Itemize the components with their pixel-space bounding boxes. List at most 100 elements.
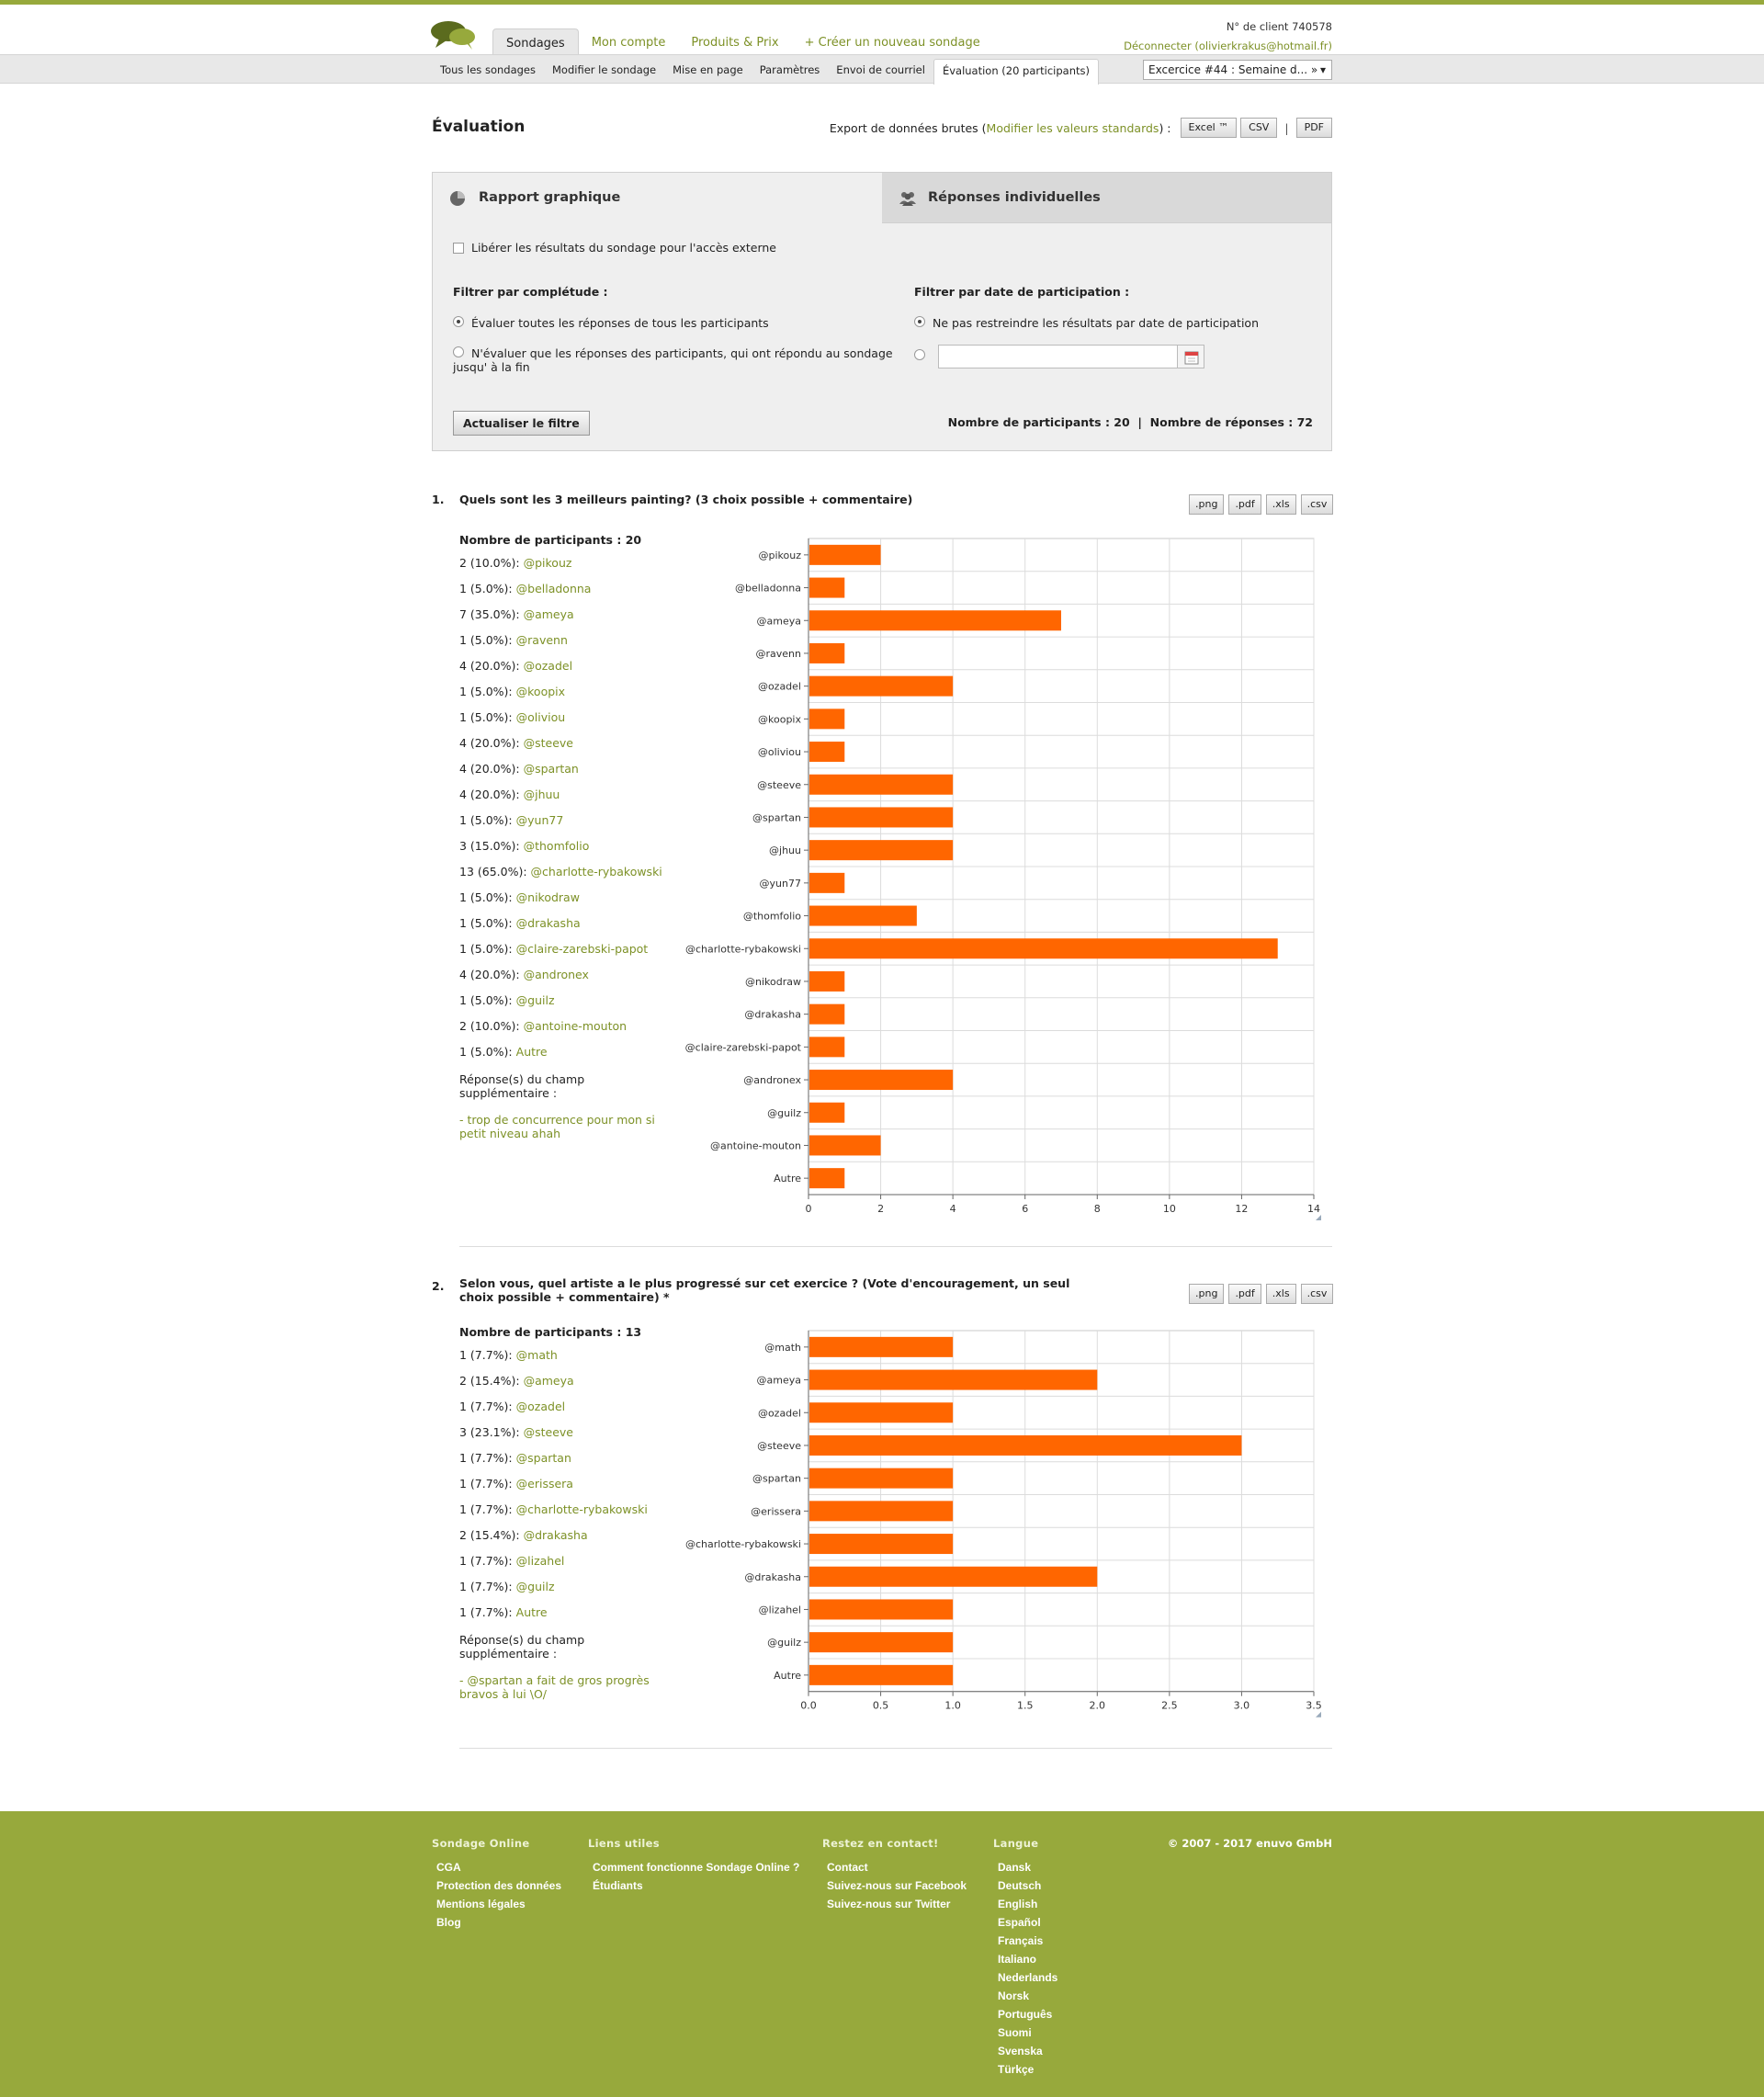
footer-link[interactable]: Blog — [436, 1916, 461, 1929]
footer-heading: Restez en contact! — [822, 1837, 939, 1850]
answer-row: 4 (20.0%): @andronex — [459, 968, 671, 993]
subtab-email[interactable]: Envoi de courriel — [836, 63, 925, 76]
download-pdf-button[interactable]: .pdf — [1228, 494, 1261, 515]
bar — [809, 905, 917, 926]
download-csv-button[interactable]: .csv — [1300, 494, 1334, 515]
download-xls-button[interactable]: .xls — [1265, 494, 1296, 515]
copyright: © 2007 - 2017 enuvo GmbH — [1167, 1837, 1332, 1850]
opt-complete-radio[interactable] — [453, 346, 464, 357]
answer-count: 1 (7.7%): — [459, 1477, 513, 1491]
subtab-edit-survey[interactable]: Modifier le sondage — [552, 63, 657, 76]
download-png-button[interactable]: .png — [1189, 494, 1225, 515]
bar — [809, 1037, 845, 1058]
opt-all-radio[interactable] — [453, 316, 464, 327]
tab-graphic-report[interactable]: Rapport graphique — [433, 173, 882, 223]
footer-link[interactable]: Contact — [827, 1861, 868, 1874]
x-tick-label: 3.5 — [1306, 1700, 1322, 1712]
answer-label: @steeve — [523, 736, 573, 750]
footer-link[interactable]: Français — [998, 1934, 1044, 1947]
answer-row: 1 (5.0%): @drakasha — [459, 916, 671, 942]
x-tick-label: 0.5 — [873, 1700, 889, 1712]
answer-row: 1 (5.0%): @guilz — [459, 993, 671, 1019]
export-csv-button[interactable]: CSV — [1240, 118, 1278, 138]
tab-products-prices[interactable]: Produits & Prix — [691, 36, 779, 50]
x-tick-label: 0.0 — [800, 1700, 817, 1712]
footer-link[interactable]: Deutsch — [998, 1879, 1042, 1892]
logo-speech-bubbles-icon[interactable] — [430, 17, 478, 51]
tab-individual-responses-label: Réponses individuelles — [928, 190, 1101, 205]
answer-count: 2 (15.4%): — [459, 1374, 520, 1388]
footer-link[interactable]: Português — [998, 2008, 1053, 2021]
footer-link[interactable]: Español — [998, 1916, 1041, 1929]
footer-link[interactable]: Suivez-nous sur Twitter — [827, 1898, 951, 1910]
footer-link[interactable]: CGA — [436, 1861, 461, 1874]
export-bar: Export de données brutes ( Modifier les … — [830, 118, 1332, 138]
x-tick-label: 12 — [1235, 1203, 1248, 1215]
tab-surveys[interactable]: Sondages — [492, 28, 579, 59]
answer-count: 4 (20.0%): — [459, 968, 520, 981]
bar — [809, 1003, 845, 1025]
survey-select[interactable]: Excercice #44 : Semaine d... » ▾ — [1143, 60, 1332, 80]
footer-link[interactable]: English — [998, 1898, 1038, 1910]
footer-link[interactable]: Svenska — [998, 2045, 1043, 2057]
answer-count: 1 (5.0%): — [459, 685, 513, 698]
divider — [459, 1748, 1332, 1749]
footer-link[interactable]: Protection des données — [436, 1879, 562, 1892]
download-png-button[interactable]: .png — [1189, 1284, 1225, 1304]
answer-row: 13 (65.0%): @charlotte-rybakowski — [459, 865, 671, 890]
tab-individual-responses[interactable]: Réponses individuelles — [882, 173, 1331, 223]
x-tick-label: 2 — [877, 1203, 884, 1215]
bar-chart-q2: 0.0 0.5 1.0 1.5 2.0 2.5 3.0 3.5 @math @ameya @ozad… — [685, 1330, 1322, 1717]
footer-link[interactable]: Norsk — [998, 1989, 1030, 2002]
export-pdf-button[interactable]: PDF — [1295, 118, 1332, 138]
bar — [809, 1434, 1242, 1456]
y-category-label: @ravenn — [756, 648, 802, 660]
tab-create-survey[interactable]: + Créer un nouveau sondage — [804, 36, 980, 50]
opt-no-date-radio[interactable] — [914, 316, 925, 327]
subtab-all-surveys[interactable]: Tous les sondages — [440, 63, 536, 76]
tab-my-account[interactable]: Mon compte — [591, 36, 666, 50]
footer-link[interactable]: Étudiants — [593, 1879, 643, 1892]
answer-count: 1 (5.0%): — [459, 710, 513, 724]
update-filter-button[interactable]: Actualiser le filtre — [453, 411, 590, 436]
x-tick-label: 3.0 — [1234, 1700, 1250, 1712]
footer-link[interactable]: Dansk — [998, 1861, 1032, 1874]
subtab-settings[interactable]: Paramètres — [759, 63, 820, 76]
download-pdf-button[interactable]: .pdf — [1228, 1284, 1261, 1304]
footer-link[interactable]: Suomi — [998, 2026, 1032, 2039]
opt-date-range-radio[interactable] — [914, 349, 925, 360]
extra-field-heading: Réponse(s) du champ supplémentaire : — [459, 1633, 585, 1661]
release-results-checkbox[interactable] — [453, 242, 464, 254]
footer-link[interactable]: Italiano — [998, 1953, 1037, 1966]
answer-label: @math — [515, 1348, 558, 1362]
calendar-button[interactable] — [1177, 345, 1204, 368]
logout-link[interactable]: Déconnecter (olivierkrakus@hotmail.fr) — [1124, 40, 1332, 52]
question-stats: Nombre de participants : 20 2 (10.0%): @p… — [459, 533, 671, 1140]
subtab-layout[interactable]: Mise en page — [673, 63, 743, 76]
answer-label: @charlotte-rybakowski — [515, 1502, 648, 1516]
subtab-evaluation[interactable]: Évaluation (20 participants) — [933, 59, 1099, 85]
x-tick-label: 1.5 — [1017, 1700, 1034, 1712]
bar — [809, 544, 881, 565]
footer-link[interactable]: Suivez-nous sur Facebook — [827, 1879, 967, 1892]
x-tick-label: 2.0 — [1090, 1700, 1106, 1712]
y-category-label: @spartan — [752, 1473, 801, 1485]
question-title: Quels sont les 3 meilleurs painting? (3 … — [459, 493, 913, 506]
footer-link[interactable]: Türkçe — [998, 2063, 1035, 2076]
download-xls-button[interactable]: .xls — [1265, 1284, 1296, 1304]
opt-no-date-label: Ne pas restreindre les résultats par dat… — [933, 316, 1259, 330]
date-range-input[interactable] — [938, 345, 1179, 368]
sub-nav: Tous les sondages Modifier le sondage Mi… — [0, 54, 1764, 85]
export-excel-button[interactable]: Excel ™ — [1180, 118, 1238, 138]
footer-link[interactable]: Nederlands — [998, 1971, 1058, 1984]
answer-label: @ameya — [523, 607, 574, 621]
modify-defaults-link[interactable]: Modifier les valeurs standards — [986, 120, 1159, 135]
answer-row: 2 (15.4%): @ameya — [459, 1374, 671, 1400]
download-csv-button[interactable]: .csv — [1300, 1284, 1334, 1304]
footer-link[interactable]: Mentions légales — [436, 1898, 526, 1910]
footer-link[interactable]: Comment fonctionne Sondage Online ? — [593, 1861, 800, 1874]
footer-heading: Langue — [993, 1837, 1039, 1850]
footer-col: Sondage Online CGA Protection des données M… — [432, 1837, 561, 1932]
bar — [809, 1070, 954, 1091]
answer-label: @ozadel — [523, 659, 573, 673]
